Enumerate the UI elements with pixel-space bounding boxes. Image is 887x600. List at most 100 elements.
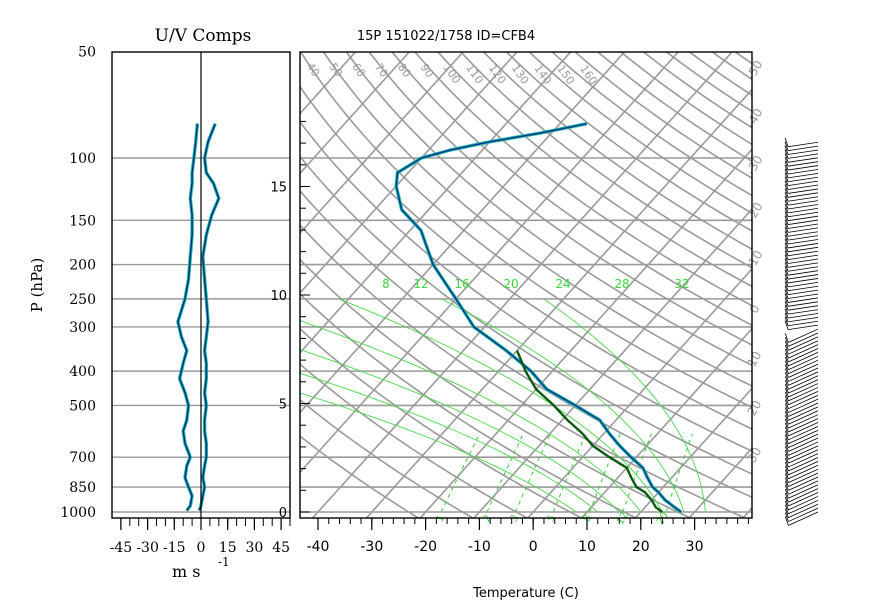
wind-barb-flag bbox=[784, 376, 789, 386]
uv-y-tick-label: 50 bbox=[78, 44, 96, 60]
isotherm-label: -50 bbox=[744, 58, 766, 82]
moist-adiabat bbox=[300, 372, 599, 513]
dry-adiabat bbox=[300, 292, 638, 518]
wind-barb-flag bbox=[784, 285, 789, 295]
wind-barb-staff bbox=[787, 258, 819, 264]
height-tick-label: 15 bbox=[270, 181, 287, 196]
wind-barb-staff bbox=[787, 223, 819, 229]
wind-barb-flag bbox=[784, 168, 789, 178]
wind-barb-staff bbox=[787, 161, 819, 167]
wind-barb-flag bbox=[784, 160, 789, 171]
wind-barb-staff bbox=[787, 324, 819, 331]
uv-x-tick-label: 30 bbox=[245, 540, 263, 556]
isotherm bbox=[526, 267, 752, 518]
uv-x-tick-label: 15 bbox=[219, 540, 237, 556]
wind-barb-staff bbox=[788, 344, 819, 359]
wind-barb-staff bbox=[788, 472, 819, 487]
wind-barb-staff bbox=[787, 157, 819, 163]
wind-barb-flag bbox=[784, 489, 789, 499]
wind-barb-staff bbox=[787, 254, 819, 260]
wind-barb-staff bbox=[788, 476, 819, 491]
mixing-ratio-label: 8 bbox=[581, 513, 594, 524]
wind-barb-flag bbox=[784, 446, 789, 456]
wind-barb-flag bbox=[784, 223, 789, 233]
moist-adiabat bbox=[338, 298, 663, 513]
wind-barb-flag bbox=[784, 195, 789, 206]
wind-barb-staff bbox=[787, 281, 819, 288]
uv-x-tick-label: -15 bbox=[163, 540, 186, 556]
dry-adiabat bbox=[300, 52, 752, 409]
height-tick-label: 5 bbox=[279, 398, 287, 413]
wind-barb-flag bbox=[784, 399, 789, 409]
wind-barb-staff bbox=[788, 367, 819, 382]
uv-x-tick-label: 45 bbox=[272, 540, 290, 556]
uv-series-halo bbox=[176, 123, 200, 512]
wind-barb-staff bbox=[787, 262, 819, 268]
wind-barb-staff bbox=[788, 511, 819, 526]
mixing-ratio-line bbox=[515, 433, 551, 513]
moist-adiabat bbox=[300, 349, 620, 513]
wind-barb-staff bbox=[788, 449, 819, 464]
wind-barb-staff bbox=[787, 235, 819, 241]
wind-barb-flag bbox=[784, 496, 789, 507]
wind-barb-flag bbox=[784, 395, 789, 405]
uv-y-tick-label: 1000 bbox=[60, 505, 96, 521]
isotherm bbox=[311, 52, 734, 518]
skewt-x-tick-label: 0 bbox=[529, 539, 538, 555]
wind-barb-flag bbox=[784, 164, 789, 175]
dry-adiabat bbox=[596, 52, 752, 163]
wind-barb-staff bbox=[787, 145, 819, 152]
wind-barb-staff bbox=[788, 390, 819, 406]
wind-barb-flag bbox=[784, 457, 789, 468]
uv-title: U/V Comps bbox=[155, 26, 252, 46]
dry-adiabat bbox=[642, 52, 752, 129]
wind-barb-staff bbox=[787, 289, 819, 296]
wind-barb-staff bbox=[788, 445, 819, 460]
dry-adiabat bbox=[300, 398, 475, 518]
wind-barb-flag bbox=[784, 312, 789, 323]
dry-adiabat bbox=[505, 52, 752, 232]
wind-barb-flag bbox=[784, 293, 789, 303]
uv-y-tick-label: 400 bbox=[69, 364, 96, 380]
wind-barb-staff bbox=[787, 227, 819, 233]
height-tick-label: 0 bbox=[279, 506, 287, 521]
wind-barb-flag bbox=[784, 149, 789, 159]
uv-series bbox=[176, 123, 221, 512]
skewt-moist-lines bbox=[300, 298, 706, 513]
dry-adiabat-label: 90 bbox=[418, 61, 437, 80]
skewt-x-tick-label: -30 bbox=[360, 539, 383, 555]
wind-barb-flag bbox=[784, 180, 789, 190]
dry-adiabat-label: 140 bbox=[532, 62, 555, 87]
skewt-x-tick-label: 20 bbox=[632, 539, 650, 555]
wind-barb-flag bbox=[784, 211, 789, 221]
wind-barb-flag bbox=[784, 320, 789, 330]
dry-adiabat-label: 50 bbox=[326, 60, 345, 79]
uv-y-tick-label: 100 bbox=[69, 151, 96, 167]
mixing-ratio-line bbox=[589, 433, 621, 513]
wind-barb-staff bbox=[787, 149, 819, 155]
wind-barb-staff bbox=[788, 426, 819, 441]
moist-adiabat bbox=[441, 298, 685, 513]
skewt-title: 15P 151022/1758 ID=CFB4 bbox=[357, 29, 535, 44]
wind-barb-flag bbox=[784, 380, 789, 390]
wind-barb-flag bbox=[784, 461, 789, 472]
wind-barb-staff bbox=[787, 219, 819, 225]
dry-adiabat bbox=[665, 52, 752, 113]
moist-adiabat-label: 28 bbox=[614, 277, 629, 291]
isotherm bbox=[300, 52, 626, 414]
wind-barb-flag bbox=[784, 157, 789, 167]
wind-barb-staff bbox=[787, 293, 819, 299]
dry-adiabat bbox=[688, 52, 752, 97]
wind-barb-staff bbox=[787, 285, 819, 292]
wind-barb-flag bbox=[784, 242, 789, 252]
wind-barb-staff bbox=[787, 305, 819, 311]
skewt-height-ticks: 0 5 10 15 bbox=[270, 120, 310, 521]
wind-barb-flag bbox=[784, 281, 789, 291]
uv-y-tick-label: 200 bbox=[69, 258, 96, 274]
isotherm bbox=[300, 52, 357, 115]
isotherm-label: -40 bbox=[744, 106, 766, 130]
dry-adiabat bbox=[300, 85, 752, 430]
wind-barb-flag bbox=[784, 504, 789, 514]
dry-adiabat bbox=[573, 52, 752, 180]
dry-adiabat bbox=[551, 52, 752, 197]
